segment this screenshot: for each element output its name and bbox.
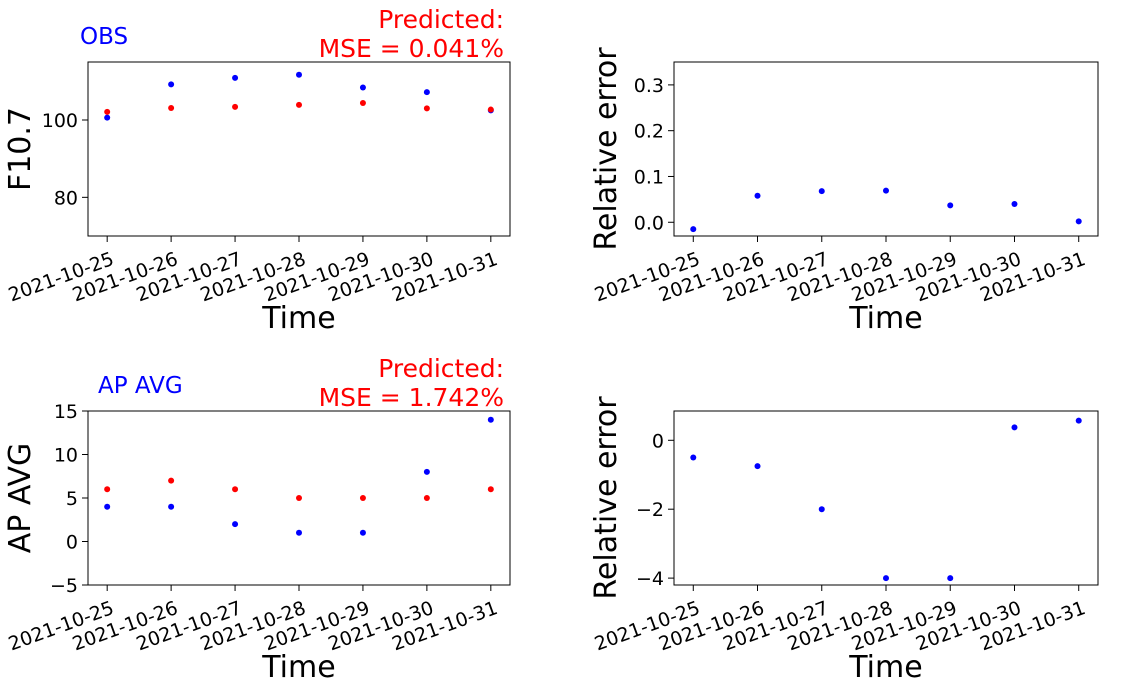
y-axis-label: F10.7: [3, 107, 38, 191]
y-tick-label: −4: [636, 568, 664, 590]
x-axis-label: Time: [848, 650, 922, 681]
data-point-series-0: [754, 192, 761, 199]
data-point-series-0: [947, 575, 954, 582]
data-point-series-0: [487, 416, 494, 423]
data-point-series-0: [296, 71, 302, 78]
data-point-series-0: [1011, 200, 1018, 207]
data-point-series-0: [104, 503, 111, 510]
data-point-series-1: [168, 477, 175, 484]
data-point-series-0: [1075, 218, 1082, 225]
data-point-series-1: [104, 486, 111, 493]
annotation-obs: AP AVG: [98, 373, 183, 399]
data-point-series-0: [690, 226, 697, 233]
y-tick-label: 0.2: [634, 121, 664, 143]
data-point-series-0: [168, 503, 175, 510]
y-tick-label: 0.1: [634, 166, 664, 188]
y-tick-label: 0.0: [634, 212, 664, 234]
y-tick-label: 0.3: [634, 75, 664, 97]
plot-area-1: [673, 61, 1099, 237]
y-axis-label: Relative error: [589, 396, 624, 600]
data-point-series-1: [232, 486, 239, 493]
data-point-series-0: [168, 81, 175, 88]
data-point-series-0: [883, 575, 889, 582]
y-tick-label: −5: [50, 575, 78, 597]
data-point-series-1: [487, 486, 494, 493]
data-point-series-0: [1075, 417, 1082, 424]
data-point-series-0: [232, 521, 239, 528]
data-point-series-0: [818, 506, 825, 513]
data-point-series-1: [104, 108, 111, 115]
x-axis-label: Time: [261, 650, 335, 681]
data-point-series-0: [359, 529, 366, 536]
y-tick-label: 5: [66, 488, 78, 510]
data-point-series-1: [487, 106, 494, 113]
y-tick-label: −2: [636, 499, 664, 521]
data-point-series-0: [690, 454, 697, 461]
data-point-series-0: [423, 468, 430, 475]
y-tick-label: 100: [42, 110, 78, 132]
data-point-series-1: [423, 495, 430, 501]
y-axis-label: AP AVG: [3, 443, 38, 554]
y-tick-label: 0: [66, 532, 78, 554]
data-point-series-1: [423, 105, 430, 112]
annotation-predicted: Predicted:: [378, 5, 504, 34]
data-point-series-1: [296, 495, 302, 501]
data-point-series-0: [423, 89, 430, 96]
data-point-series-0: [359, 84, 366, 91]
x-axis-label: Time: [261, 301, 335, 336]
annotation-predicted: Predicted:: [378, 354, 504, 383]
y-tick-label: 80: [54, 187, 78, 209]
y-tick-label: 0: [652, 430, 664, 452]
data-point-series-1: [359, 495, 366, 501]
plot-area-3: [673, 410, 1099, 586]
data-point-series-0: [754, 463, 761, 470]
y-axis-label: Relative error: [589, 47, 624, 251]
plot-area-0: [87, 61, 511, 237]
data-point-series-1: [232, 103, 239, 110]
annotation-obs: OBS: [80, 24, 128, 50]
y-tick-label: 10: [54, 445, 78, 467]
data-point-series-0: [883, 187, 889, 194]
data-point-series-0: [296, 529, 302, 536]
annotation-mse: MSE = 1.742%: [319, 383, 504, 412]
data-point-series-1: [168, 105, 175, 112]
data-point-series-1: [359, 99, 366, 106]
data-point-series-0: [104, 114, 111, 121]
data-point-series-0: [232, 74, 239, 81]
y-tick-label: 15: [54, 401, 78, 423]
annotation-mse: MSE = 0.041%: [319, 34, 504, 63]
x-axis-label: Time: [848, 301, 922, 336]
data-point-series-0: [1011, 424, 1018, 431]
data-point-series-0: [818, 188, 825, 195]
data-point-series-1: [296, 101, 302, 108]
data-point-series-0: [947, 202, 954, 209]
